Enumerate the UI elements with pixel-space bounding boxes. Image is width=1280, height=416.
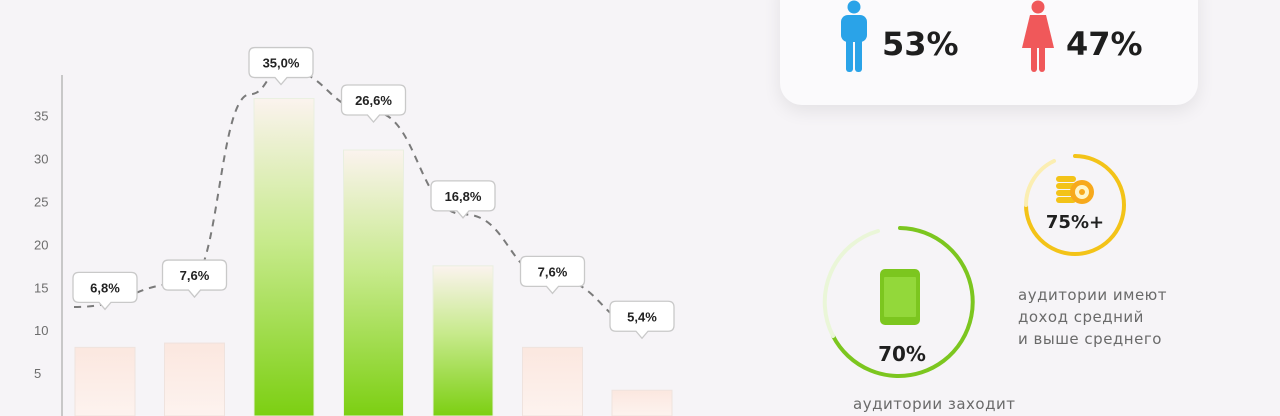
income-ring xyxy=(1024,154,1126,256)
value-label-7: 5,4% xyxy=(609,300,675,340)
y-tick-label: 20 xyxy=(34,237,48,252)
mobile-ring xyxy=(822,226,975,378)
y-tick-label: 30 xyxy=(34,152,48,167)
value-label-5: 16,8% xyxy=(430,180,496,219)
y-tick-label: 25 xyxy=(34,195,48,210)
value-label-1: 6,8% xyxy=(72,271,138,311)
y-tick-label: 10 xyxy=(34,323,48,338)
value-label-6: 7,6% xyxy=(519,255,586,295)
y-tick-label: 5 xyxy=(34,366,41,381)
value-label-4: 26,6% xyxy=(340,84,407,124)
gender-card: 53% 47% xyxy=(780,0,1198,105)
svg-text:6,8%: 6,8% xyxy=(90,280,120,295)
smartphone-icon xyxy=(880,269,920,325)
male-share: 53% xyxy=(882,25,959,63)
coins-icon xyxy=(1056,176,1094,204)
income-caption-line-3: и выше среднего xyxy=(1018,330,1162,348)
bar-7 xyxy=(611,389,673,416)
svg-text:26,6%: 26,6% xyxy=(355,93,392,108)
svg-text:7,6%: 7,6% xyxy=(538,264,568,279)
svg-text:35,0%: 35,0% xyxy=(263,56,300,71)
svg-text:16,8%: 16,8% xyxy=(445,189,482,204)
svg-text:7,6%: 7,6% xyxy=(180,268,210,283)
bar-2 xyxy=(164,342,225,416)
bar-5 xyxy=(432,265,494,416)
bar-1 xyxy=(74,346,136,416)
value-label-2: 7,6% xyxy=(161,259,228,299)
age-distribution-chart: 5 10 15 20 25 30 35 6,8% 7,6% 35,0% 26,6% 16,8% 7,6… xyxy=(34,46,675,416)
mobile-caption: аудитории заходит xyxy=(853,395,1016,413)
bar-4 xyxy=(343,149,404,416)
y-tick-label: 15 xyxy=(34,280,48,295)
male-person-icon xyxy=(841,0,867,72)
female-share: 47% xyxy=(1066,25,1143,63)
income-value: 75%+ xyxy=(1045,212,1105,233)
mobile-value: 70% xyxy=(878,342,926,366)
income-caption: аудитории имеют доход средний и выше сре… xyxy=(1018,284,1218,350)
income-caption-line-1: аудитории имеют xyxy=(1018,286,1168,304)
income-caption-line-2: доход средний xyxy=(1018,308,1144,326)
y-tick-label: 35 xyxy=(34,109,48,124)
svg-text:5,4%: 5,4% xyxy=(627,309,657,324)
female-person-icon xyxy=(1022,0,1054,72)
bar-6 xyxy=(522,346,583,416)
bar-3 xyxy=(253,98,315,416)
value-label-3: 35,0% xyxy=(248,46,314,86)
